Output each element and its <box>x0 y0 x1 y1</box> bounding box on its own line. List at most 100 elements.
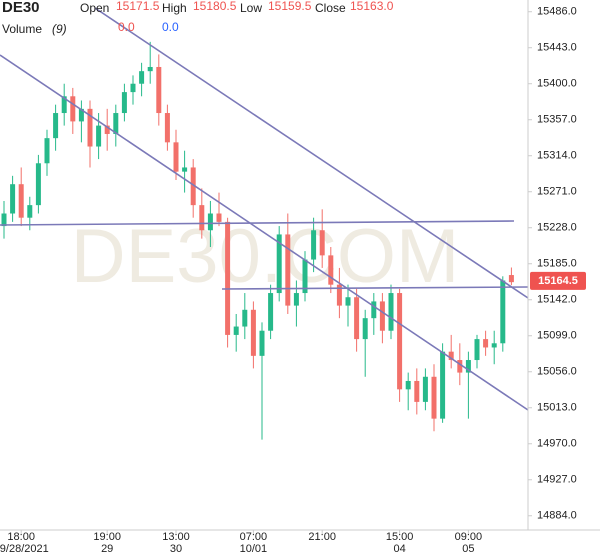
x-date-label: 04 <box>393 543 405 555</box>
candle-body <box>483 339 489 348</box>
candle-body <box>147 66 153 72</box>
header-value: 15180.5 <box>193 0 237 13</box>
candle-body <box>78 108 84 122</box>
x-tick-label: 13:00 <box>162 531 190 543</box>
x-tick-label: 21:00 <box>308 531 336 543</box>
x-tick-label: 07:00 <box>240 531 268 543</box>
candle-body <box>130 83 136 93</box>
candle-body <box>362 318 368 340</box>
candle-body <box>285 234 291 306</box>
y-tick-label: 15013.0 <box>537 402 577 414</box>
volume-value: 0.0 <box>118 20 135 34</box>
candle-body <box>225 221 231 335</box>
candle-body <box>345 297 351 306</box>
candle-body <box>173 142 179 172</box>
candle-body <box>139 71 145 84</box>
y-tick-label: 15314.0 <box>537 150 577 162</box>
y-tick-label: 15056.0 <box>537 366 577 378</box>
candle-body <box>10 184 16 214</box>
candle-body <box>397 293 403 390</box>
candle-body <box>336 284 342 306</box>
x-tick-label: 19:00 <box>93 531 121 543</box>
header-value: 15171.5 <box>116 0 160 13</box>
candle-body <box>465 360 471 373</box>
x-tick-label: 09:00 <box>455 531 483 543</box>
watermark: DE30.COM <box>71 214 460 299</box>
candle-body <box>371 301 377 319</box>
y-tick-label: 15099.0 <box>537 330 577 342</box>
candle-body <box>508 275 514 283</box>
candle-body <box>216 213 222 222</box>
y-tick-label: 15185.0 <box>537 258 577 270</box>
candle-body <box>440 351 446 419</box>
header-label: Open <box>80 1 109 15</box>
candle-body <box>250 309 256 356</box>
header-label: High <box>162 1 187 15</box>
candle-body <box>414 380 420 402</box>
watermark-layer: DE30.COM <box>71 214 460 299</box>
candle-body <box>311 230 317 260</box>
candle-body <box>457 360 463 373</box>
candle-body <box>199 205 205 231</box>
candle-body <box>491 343 497 348</box>
volume-period: (9) <box>52 22 67 36</box>
candle-body <box>431 376 437 419</box>
candle-body <box>27 205 33 218</box>
candle-body <box>70 96 76 122</box>
candle-body <box>164 113 170 143</box>
candle-body <box>448 351 454 361</box>
candle-body <box>113 113 119 134</box>
header-label: Low <box>240 1 262 15</box>
trend-line <box>221 286 529 290</box>
candle-body <box>121 92 127 114</box>
y-tick-label: 15400.0 <box>537 78 577 90</box>
candle-body <box>233 326 239 335</box>
candle-body <box>319 230 325 256</box>
candle-body <box>268 293 274 331</box>
y-tick-label: 15142.0 <box>537 294 577 306</box>
candle-body <box>156 66 162 114</box>
drawings <box>0 7 529 411</box>
candle-body <box>293 293 299 306</box>
candle-body <box>422 376 428 402</box>
y-tick-label: 15443.0 <box>537 42 577 54</box>
volume-value: 0.0 <box>162 20 179 34</box>
candle-body <box>207 213 213 231</box>
y-tick-label: 14927.0 <box>537 474 577 486</box>
candle-body <box>405 380 411 390</box>
x-date-label: 09/28/2021 <box>0 543 49 555</box>
trend-line <box>0 220 515 226</box>
candle-body <box>190 167 196 206</box>
header-label: Close <box>315 1 346 15</box>
header-value: 15159.5 <box>268 0 312 13</box>
candle-body <box>87 108 93 147</box>
candle-body <box>354 297 360 340</box>
candle-body <box>242 309 248 327</box>
header-value: 15163.0 <box>350 0 394 13</box>
candle-body <box>328 255 334 285</box>
price-label: 15164.5 <box>538 275 578 287</box>
y-tick-label: 15228.0 <box>537 222 577 234</box>
candle-body <box>388 293 394 331</box>
candle-body <box>500 280 506 344</box>
y-tick-label: 15486.0 <box>537 6 577 18</box>
header: DE30 Open 15171.5 High 15180.5 Low 15159… <box>2 0 394 36</box>
y-tick-label: 15271.0 <box>537 186 577 198</box>
candle-body <box>1 213 7 227</box>
candle-body <box>35 163 41 206</box>
candle-body <box>104 125 110 134</box>
volume-label: Volume <box>2 22 42 36</box>
x-tick-label: 15:00 <box>386 531 414 543</box>
candle-body <box>379 301 385 331</box>
x-date-label: 05 <box>462 543 474 555</box>
x-date-label: 29 <box>101 543 113 555</box>
trend-line <box>94 7 529 299</box>
plot <box>1 41 514 440</box>
candle-body <box>276 234 282 294</box>
symbol: DE30 <box>2 0 40 16</box>
candle-body <box>18 184 24 218</box>
x-tick-label: 18:00 <box>7 531 35 543</box>
trend-line <box>0 54 529 411</box>
price-label-box <box>530 271 586 290</box>
